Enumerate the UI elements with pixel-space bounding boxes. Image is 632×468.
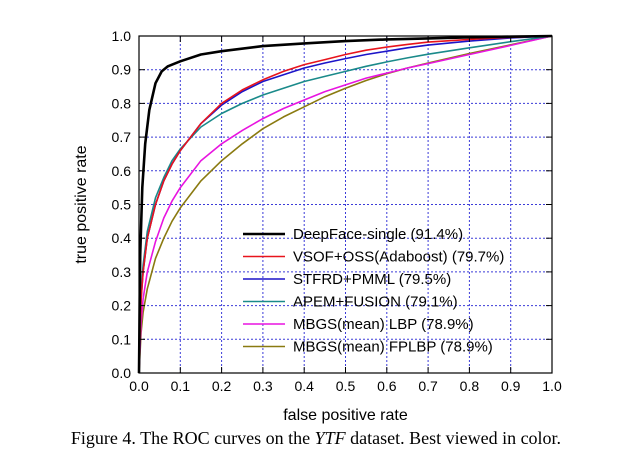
caption-text-before: The ROC curves on the (140, 428, 311, 448)
y-tick-label: 0.5 (112, 197, 132, 213)
x-tick-label: 0.9 (501, 378, 521, 394)
caption-text-after: dataset. Best viewed in color. (350, 428, 562, 448)
x-tick-label: 1.0 (542, 378, 562, 394)
x-tick-label: 0.1 (171, 378, 191, 394)
caption-prefix: Figure 4. (70, 428, 136, 448)
x-tick-label: 0.6 (377, 378, 397, 394)
x-tick-label: 0.3 (253, 378, 273, 394)
series-line-4 (138, 35, 553, 374)
y-tick-label: 0.9 (112, 62, 132, 78)
x-axis-title: false positive rate (283, 407, 408, 424)
legend: DeepFace-single (91.4%) VSOF+OSS(Adaboost… (243, 226, 504, 356)
y-tick-label: 0.7 (112, 129, 132, 145)
roc-chart: 0.0 0.1 0.2 0.3 0.4 0.5 0.6 0.7 0.8 0.9 1.0 0.0 0.1 0… (73, 28, 562, 424)
y-axis-title: true positive rate (73, 145, 90, 263)
x-tick-label: 0.5 (336, 378, 356, 394)
figure-caption: Figure 4. The ROC curves on the YTF data… (0, 428, 632, 449)
series-line-3 (138, 35, 553, 374)
legend-label: STFRD+PMML (79.5%) (293, 271, 451, 288)
legend-label: APEM+FUSION (79.1%) (293, 294, 458, 311)
series-lines (137, 34, 553, 374)
y-tick-label: 1.0 (112, 28, 132, 44)
y-tick-label: 0.1 (112, 331, 132, 347)
y-tick-label: 0.0 (112, 365, 132, 381)
legend-label: VSOF+OSS(Adaboost) (79.7%) (293, 249, 504, 266)
y-tick-label: 0.3 (112, 264, 132, 280)
legend-label: DeepFace-single (91.4%) (293, 226, 463, 243)
axis-ticks: 0.0 0.1 0.2 0.3 0.4 0.5 0.6 0.7 0.8 0.9 1.0 0.0 0.1 0… (112, 28, 562, 394)
x-tick-label: 0.0 (129, 378, 149, 394)
y-tick-label: 0.2 (112, 298, 132, 314)
y-tick-label: 0.8 (112, 95, 132, 111)
series-line-1 (138, 35, 553, 374)
x-tick-label: 0.8 (460, 378, 480, 394)
grid (139, 36, 552, 373)
x-tick-label: 0.4 (294, 378, 314, 394)
caption-dataset-name: YTF (314, 428, 346, 448)
x-tick-label: 0.2 (212, 378, 232, 394)
y-tick-label: 0.4 (112, 230, 132, 246)
y-tick-label: 0.6 (112, 163, 132, 179)
legend-label: MBGS(mean) FPLBP (78.9%) (293, 339, 493, 356)
legend-label: MBGS(mean) LBP (78.9%) (293, 316, 474, 333)
x-tick-label: 0.7 (418, 378, 438, 394)
